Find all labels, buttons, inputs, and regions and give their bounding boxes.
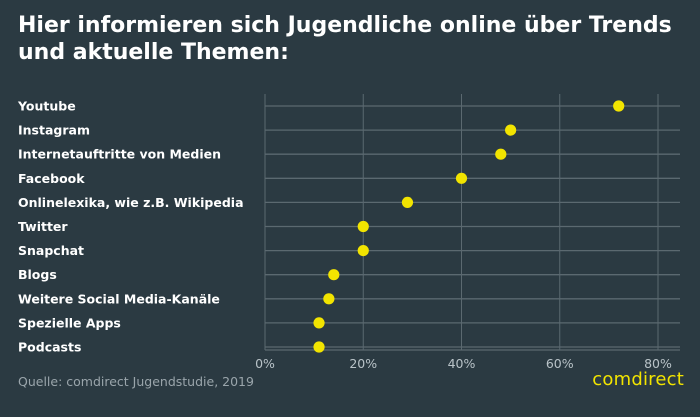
x-tick-label: 60% <box>546 356 574 371</box>
category-label: Spezielle Apps <box>18 315 121 330</box>
category-label: Snapchat <box>18 243 84 258</box>
comdirect-logo: comdirect <box>592 369 684 390</box>
category-label: Podcasts <box>18 340 81 355</box>
data-point <box>357 245 369 257</box>
category-label: Onlinelexika, wie z.B. Wikipedia <box>18 195 244 210</box>
data-point <box>455 172 468 184</box>
category-label: Facebook <box>18 171 85 186</box>
x-tick-label: 40% <box>448 356 476 371</box>
source-note: Quelle: comdirect Jugendstudie, 2019 <box>18 374 254 389</box>
x-tick-label: 80% <box>644 356 672 371</box>
x-tick-label: 0% <box>255 356 275 371</box>
data-point <box>613 100 625 112</box>
chart-title: Hier informieren sich Jugendliche online… <box>18 13 672 65</box>
data-point <box>505 124 517 136</box>
category-label: Internetauftritte von Medien <box>18 147 221 162</box>
data-point <box>495 148 507 160</box>
category-label: Twitter <box>18 219 68 234</box>
x-tick-label: 20% <box>349 356 377 371</box>
data-point <box>401 196 414 208</box>
data-point <box>357 220 369 233</box>
category-label: Youtube <box>17 99 76 114</box>
data-point <box>323 293 335 305</box>
data-point <box>313 341 325 353</box>
data-point <box>328 269 340 281</box>
data-point <box>313 317 325 329</box>
category-label: Instagram <box>18 123 90 138</box>
category-label: Weitere Social Media-Kanäle <box>18 291 220 306</box>
category-label: Blogs <box>18 267 57 282</box>
